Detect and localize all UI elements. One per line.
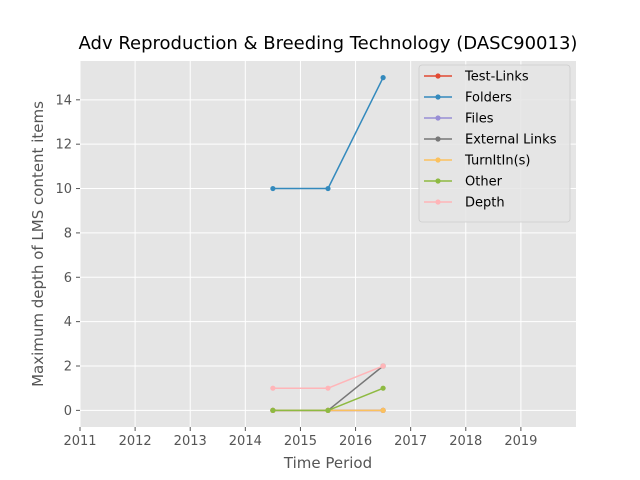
- legend-item: Other: [424, 175, 503, 190]
- y-tick-label: 10: [55, 182, 72, 197]
- legend-marker: [435, 136, 441, 142]
- x-tick-label: 2012: [119, 434, 152, 449]
- x-tick-label: 2013: [174, 434, 207, 449]
- legend-label: Other: [465, 175, 503, 190]
- legend-item: Depth: [424, 196, 505, 211]
- y-tick-label: 14: [55, 93, 72, 108]
- data-point: [380, 75, 386, 81]
- data-point: [270, 185, 276, 192]
- x-tick-label: 2016: [339, 434, 372, 449]
- legend-marker: [435, 115, 441, 121]
- legend-box: [418, 64, 571, 223]
- legend-marker: [435, 157, 441, 163]
- y-tick-label: 4: [64, 315, 72, 330]
- x-tick-label: 2019: [504, 434, 537, 449]
- series-depth: [270, 363, 386, 391]
- legend-marker: [435, 94, 441, 100]
- legend-marker: [435, 199, 441, 205]
- x-tick-label: 2014: [229, 434, 262, 449]
- data-point: [325, 385, 331, 391]
- data-point: [325, 407, 331, 413]
- series-other: [270, 385, 386, 413]
- y-tick-label: 0: [64, 404, 72, 419]
- legend-label: Folders: [465, 91, 512, 106]
- x-tick-label: 2015: [284, 434, 317, 449]
- legend-item: External Links: [424, 133, 557, 148]
- y-tick-label: 12: [55, 138, 72, 153]
- legend-marker: [435, 178, 441, 184]
- data-point: [325, 185, 331, 192]
- legend-label: TurnItIn(s): [464, 154, 530, 169]
- series-folders: [270, 75, 386, 192]
- x-tick-label: 2017: [394, 434, 427, 449]
- y-tick-label: 8: [64, 226, 72, 241]
- data-point: [380, 363, 386, 369]
- legend-label: Files: [465, 112, 494, 127]
- y-tick-label: 2: [64, 360, 72, 375]
- chart-title: Adv Reproduction & Breeding Technology (…: [79, 33, 578, 54]
- data-point: [380, 407, 386, 413]
- x-tick-label: 2011: [63, 434, 96, 449]
- y-tick-label: 6: [64, 271, 72, 286]
- legend: Test-Links Folders Files External Links Turn…: [418, 64, 571, 223]
- legend-label: Test-Links: [464, 70, 529, 85]
- data-point: [380, 385, 386, 391]
- legend-label: Depth: [465, 196, 505, 211]
- legend-item: TurnItIn(s): [424, 154, 530, 169]
- series-lines: [270, 75, 386, 413]
- legend-marker: [435, 73, 441, 79]
- x-axis-label: Time Period: [283, 454, 372, 472]
- y-axis-label: Maximum depth of LMS content items: [29, 101, 47, 387]
- data-point: [270, 407, 276, 413]
- data-point: [270, 385, 276, 391]
- x-axis-ticks: 2011 2012 2013 2014 2015 2016 2017 2018 2019: [63, 427, 537, 449]
- x-tick-label: 2018: [449, 434, 482, 449]
- y-axis-ticks: 0 2 4 6 8 10 12 14: [55, 93, 80, 419]
- legend-item: Files: [424, 112, 494, 127]
- legend-item: Folders: [424, 91, 512, 106]
- legend-label: External Links: [465, 133, 557, 148]
- legend-item: Test-Links: [424, 70, 529, 85]
